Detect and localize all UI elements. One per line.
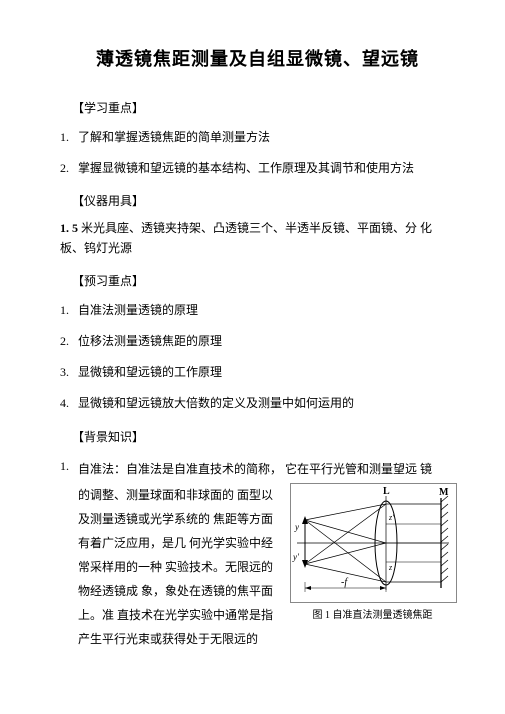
- study-item: 1. 了解和掌握透镜焦距的简单测量方法: [60, 128, 455, 147]
- item-text: 自准法测量透镜的原理: [78, 301, 455, 320]
- section-apparatus-head: 【仪器用具】: [72, 192, 455, 209]
- item-number: 2.: [60, 159, 78, 178]
- preview-item: 3. 显微镜和望远镜的工作原理: [60, 363, 455, 382]
- item-text: 位移法测量透镜焦距的原理: [78, 332, 455, 351]
- background-line1: 自准法：自准法是自准直技术的简称， 它在平行光管和测量望远 镜: [78, 457, 455, 481]
- label-z: z: [388, 563, 393, 572]
- page-title: 薄透镜焦距测量及自组显微镜、望远镜: [60, 45, 455, 71]
- label-yprime: y′: [292, 552, 300, 562]
- item-number: 2.: [60, 332, 78, 351]
- label-f: -f: [341, 577, 348, 588]
- item-text: 显微镜和望远镜的工作原理: [78, 363, 455, 382]
- figure-diagram: y y′ L z′ z: [290, 483, 457, 603]
- item-number: 3.: [60, 363, 78, 382]
- item-text: 了解和掌握透镜焦距的简单测量方法: [78, 128, 455, 147]
- item-number: 1.: [60, 128, 78, 147]
- preview-item: 2. 位移法测量透镜焦距的原理: [60, 332, 455, 351]
- section-preview-head: 【预习重点】: [72, 272, 455, 289]
- label-L: L: [383, 486, 390, 497]
- item-number: 1.: [60, 301, 78, 320]
- section-background-head: 【背景知识】: [72, 428, 455, 445]
- background-item: 1. 自准法：自准法是自准直技术的简称， 它在平行光管和测量望远 镜: [60, 457, 455, 481]
- item-text: 掌握显微镜和望远镜的基本结构、工作原理及其调节和使用方法: [78, 159, 455, 178]
- apparatus-text: 1. 5 米光具座、透镜夹持架、凸透镜三个、半透半反镜、平面镜、分 化板、钨灯光…: [60, 219, 455, 257]
- apparatus-lead: 1. 5: [60, 221, 78, 235]
- item-text: 显微镜和望远镜放大倍数的定义及测量中如何运用的: [78, 394, 455, 413]
- item-number: 1.: [60, 457, 78, 481]
- study-item: 2. 掌握显微镜和望远镜的基本结构、工作原理及其调节和使用方法: [60, 159, 455, 178]
- label-M: M: [439, 487, 449, 498]
- label-zprime: z′: [388, 513, 394, 522]
- section-study-head: 【学习重点】: [72, 99, 455, 116]
- figure-caption: 图 1 自准直法测量透镜焦距: [290, 606, 455, 621]
- label-y: y: [294, 522, 299, 532]
- figure-autocollimation: y y′ L z′ z: [290, 483, 455, 621]
- preview-item: 1. 自准法测量透镜的原理: [60, 301, 455, 320]
- preview-item: 4. 显微镜和望远镜放大倍数的定义及测量中如何运用的: [60, 394, 455, 413]
- apparatus-body: 米光具座、透镜夹持架、凸透镜三个、半透半反镜、平面镜、分 化板、钨灯光源: [60, 221, 432, 254]
- item-number: 4.: [60, 394, 78, 413]
